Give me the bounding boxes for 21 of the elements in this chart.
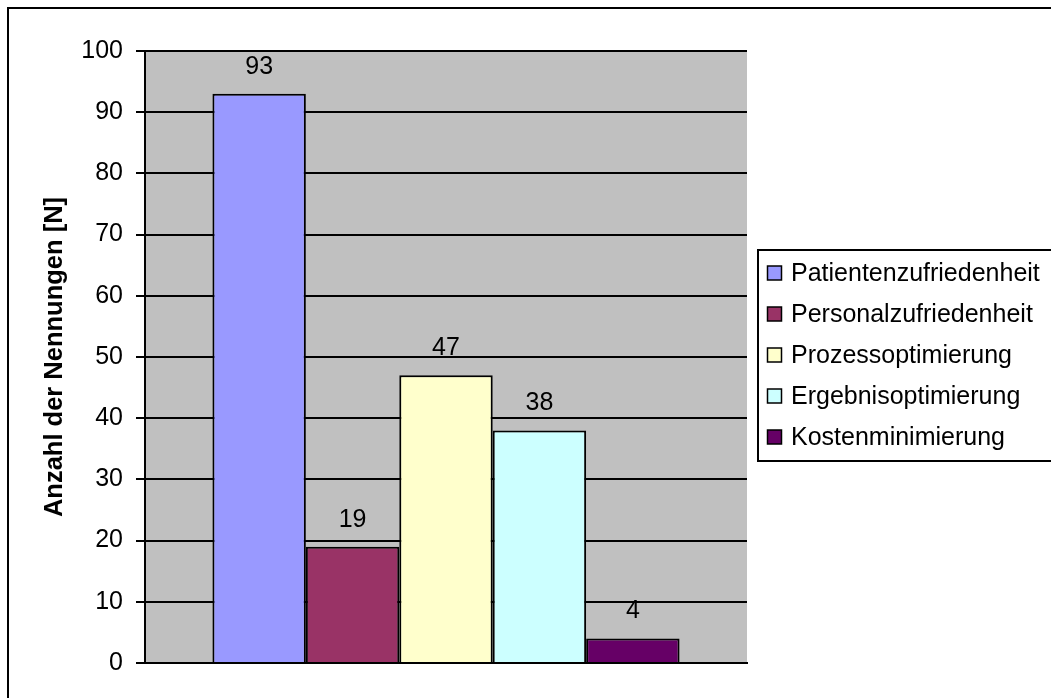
data-label: 38	[525, 387, 554, 416]
y-tick-label: 90	[95, 96, 123, 125]
legend-label: Prozessoptimierung	[791, 339, 1012, 368]
y-tick-label: 20	[95, 524, 123, 553]
y-tick-label: 50	[95, 340, 123, 369]
y-tick-label: 100	[81, 34, 123, 63]
legend-label: Ergebnisoptimierung	[791, 380, 1021, 409]
data-label: 47	[432, 332, 460, 361]
y-tick-label: 0	[109, 646, 123, 675]
y-tick-label: 80	[95, 157, 123, 186]
legend-label: Kostenminimierung	[791, 421, 1005, 450]
y-tick-label: 70	[95, 218, 123, 247]
y-tick-label: 60	[95, 279, 123, 308]
y-tick-label: 40	[95, 402, 123, 431]
data-label: 93	[245, 50, 274, 79]
legend-label: Personalzufriedenheit	[791, 298, 1033, 327]
y-tick-label: 10	[95, 585, 123, 614]
y-tick-label: 30	[95, 463, 123, 492]
legend-label: Patientenzufriedenheit	[791, 257, 1040, 286]
data-label: 19	[338, 503, 367, 532]
y-axis-title: Anzahl der Nennungen [N]	[39, 196, 68, 518]
